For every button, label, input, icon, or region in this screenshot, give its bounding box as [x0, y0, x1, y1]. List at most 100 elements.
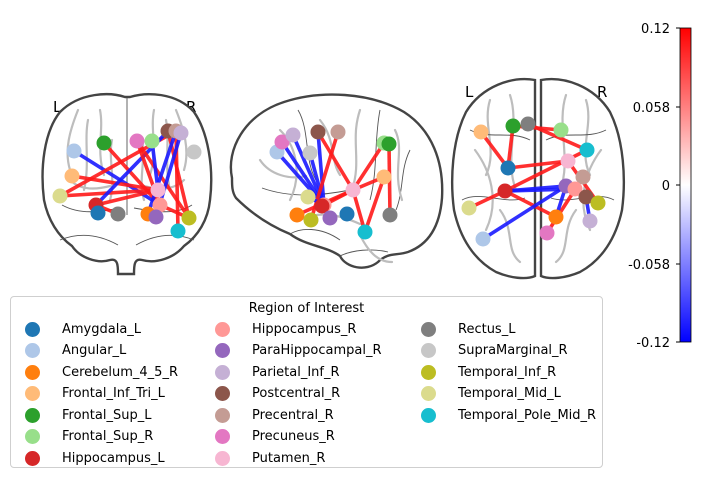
coronal-node — [52, 188, 68, 204]
legend-marker — [25, 321, 40, 337]
sagittal-connection — [351, 142, 386, 191]
axial-node — [575, 169, 591, 185]
legend-item: SupraMarginal_R — [421, 341, 568, 361]
axial-left-label: L — [465, 83, 474, 101]
coronal-connection — [135, 139, 191, 220]
axial-folds — [461, 129, 615, 201]
legend-label: Rectus_L — [458, 321, 516, 337]
legend-label: Temporal_Pole_Mid_R — [458, 407, 597, 423]
sagittal-connection — [316, 131, 326, 206]
legend-marker — [215, 343, 230, 358]
axial-node — [560, 153, 576, 169]
coronal-node — [170, 223, 186, 239]
coronal-node — [64, 168, 80, 184]
legend-label: SupraMarginal_R — [458, 343, 568, 358]
legend-marker — [215, 386, 230, 401]
sagittal-node — [302, 145, 318, 161]
legend-marker — [421, 343, 436, 358]
legend-item: Hippocampus_L — [25, 448, 165, 468]
colorbar-tick-label: 0.12 — [641, 22, 670, 37]
sagittal-node — [381, 136, 397, 152]
legend-marker — [215, 321, 230, 337]
legend-label: Angular_L — [62, 343, 127, 358]
axial-node — [579, 142, 595, 158]
legend-item: Parietal_Inf_R — [215, 362, 340, 382]
coronal-node — [96, 135, 112, 151]
axial-node — [539, 225, 555, 241]
coronal-node — [90, 205, 106, 221]
axial-connection — [482, 184, 567, 241]
sagittal-node — [274, 134, 290, 150]
sagittal-node — [310, 124, 326, 140]
legend-item: Cerebelum_4_5_R — [25, 362, 178, 382]
legend-item: Frontal_Sup_L — [25, 405, 151, 425]
legend-marker — [25, 364, 40, 380]
colorbar-tick-label: -0.12 — [636, 336, 670, 351]
axial-node — [461, 200, 477, 216]
colorbar-tick-label: 0 — [662, 179, 670, 194]
legend-label: Parietal_Inf_R — [252, 364, 340, 380]
legend-item: Rectus_L — [421, 319, 515, 339]
axial-node — [505, 118, 521, 134]
coronal-node — [173, 125, 189, 141]
legend-label: ParaHippocampal_R — [252, 343, 382, 358]
legend-label: Frontal_Sup_R — [62, 429, 154, 444]
sagittal-node — [382, 207, 398, 223]
legend-label: Hippocampus_R — [252, 321, 357, 337]
legend-marker — [215, 450, 230, 466]
legend-item: Frontal_Sup_R — [25, 427, 153, 447]
legend-label: Temporal_Mid_L — [458, 386, 561, 401]
sagittal-node — [345, 182, 361, 198]
axial-node — [590, 195, 606, 211]
axial-node — [520, 116, 536, 132]
coronal-node — [150, 182, 166, 198]
legend-label: Temporal_Inf_R — [458, 364, 557, 380]
legend-label: Hippocampus_L — [62, 450, 165, 466]
legend-label: Amygdala_L — [62, 321, 142, 337]
legend-marker — [25, 450, 40, 466]
colorbar: 0.12 0.058 0 -0.058 -0.12 — [628, 22, 692, 351]
coronal-node — [148, 209, 164, 225]
axial-node — [578, 189, 594, 205]
legend-label: Precuneus_R — [252, 429, 335, 444]
colorbar-gradient — [679, 27, 692, 343]
legend-item: Amygdala_L — [25, 319, 141, 339]
coronal-connection — [146, 130, 178, 215]
coronal-connection — [95, 188, 159, 207]
legend-marker — [25, 407, 40, 423]
sagittal-node — [300, 189, 316, 205]
sagittal-node — [376, 169, 392, 185]
coronal-node — [186, 144, 202, 160]
colorbar-tick-label: -0.058 — [628, 258, 670, 273]
legend-item: Temporal_Inf_R — [421, 362, 556, 382]
legend-marker — [25, 343, 40, 358]
axial-node — [553, 122, 569, 138]
coronal-connection — [73, 149, 161, 207]
axial-node — [548, 209, 564, 225]
legend-marker — [215, 364, 230, 380]
legend-marker — [215, 407, 230, 423]
legend-item: Angular_L — [25, 341, 126, 361]
legend-marker — [25, 429, 40, 444]
axial-connection — [504, 189, 557, 219]
sagittal-node — [314, 198, 330, 214]
coronal-connection — [102, 141, 162, 207]
nodes-layer — [52, 116, 606, 247]
axial-node — [473, 124, 489, 140]
axial-node — [582, 213, 598, 229]
legend-marker — [421, 386, 436, 401]
coronal-left-label: L — [53, 98, 62, 116]
legend: Region of Interest Amygdala_L Angular_L Ce… — [10, 296, 603, 468]
axial-left-hemisphere — [450, 78, 537, 280]
legend-item: ParaHippocampal_R — [215, 341, 382, 361]
legend-title: Region of Interest — [248, 301, 365, 316]
axial-node — [497, 183, 513, 199]
legend-label: Frontal_Sup_L — [62, 407, 152, 423]
coronal-right-label: R — [186, 98, 196, 116]
sagittal-node — [357, 224, 373, 240]
coronal-node — [181, 210, 197, 226]
sagittal-node — [285, 127, 301, 143]
sagittal-node — [289, 207, 305, 223]
legend-item: Frontal_Inf_Tri_L — [25, 384, 165, 404]
